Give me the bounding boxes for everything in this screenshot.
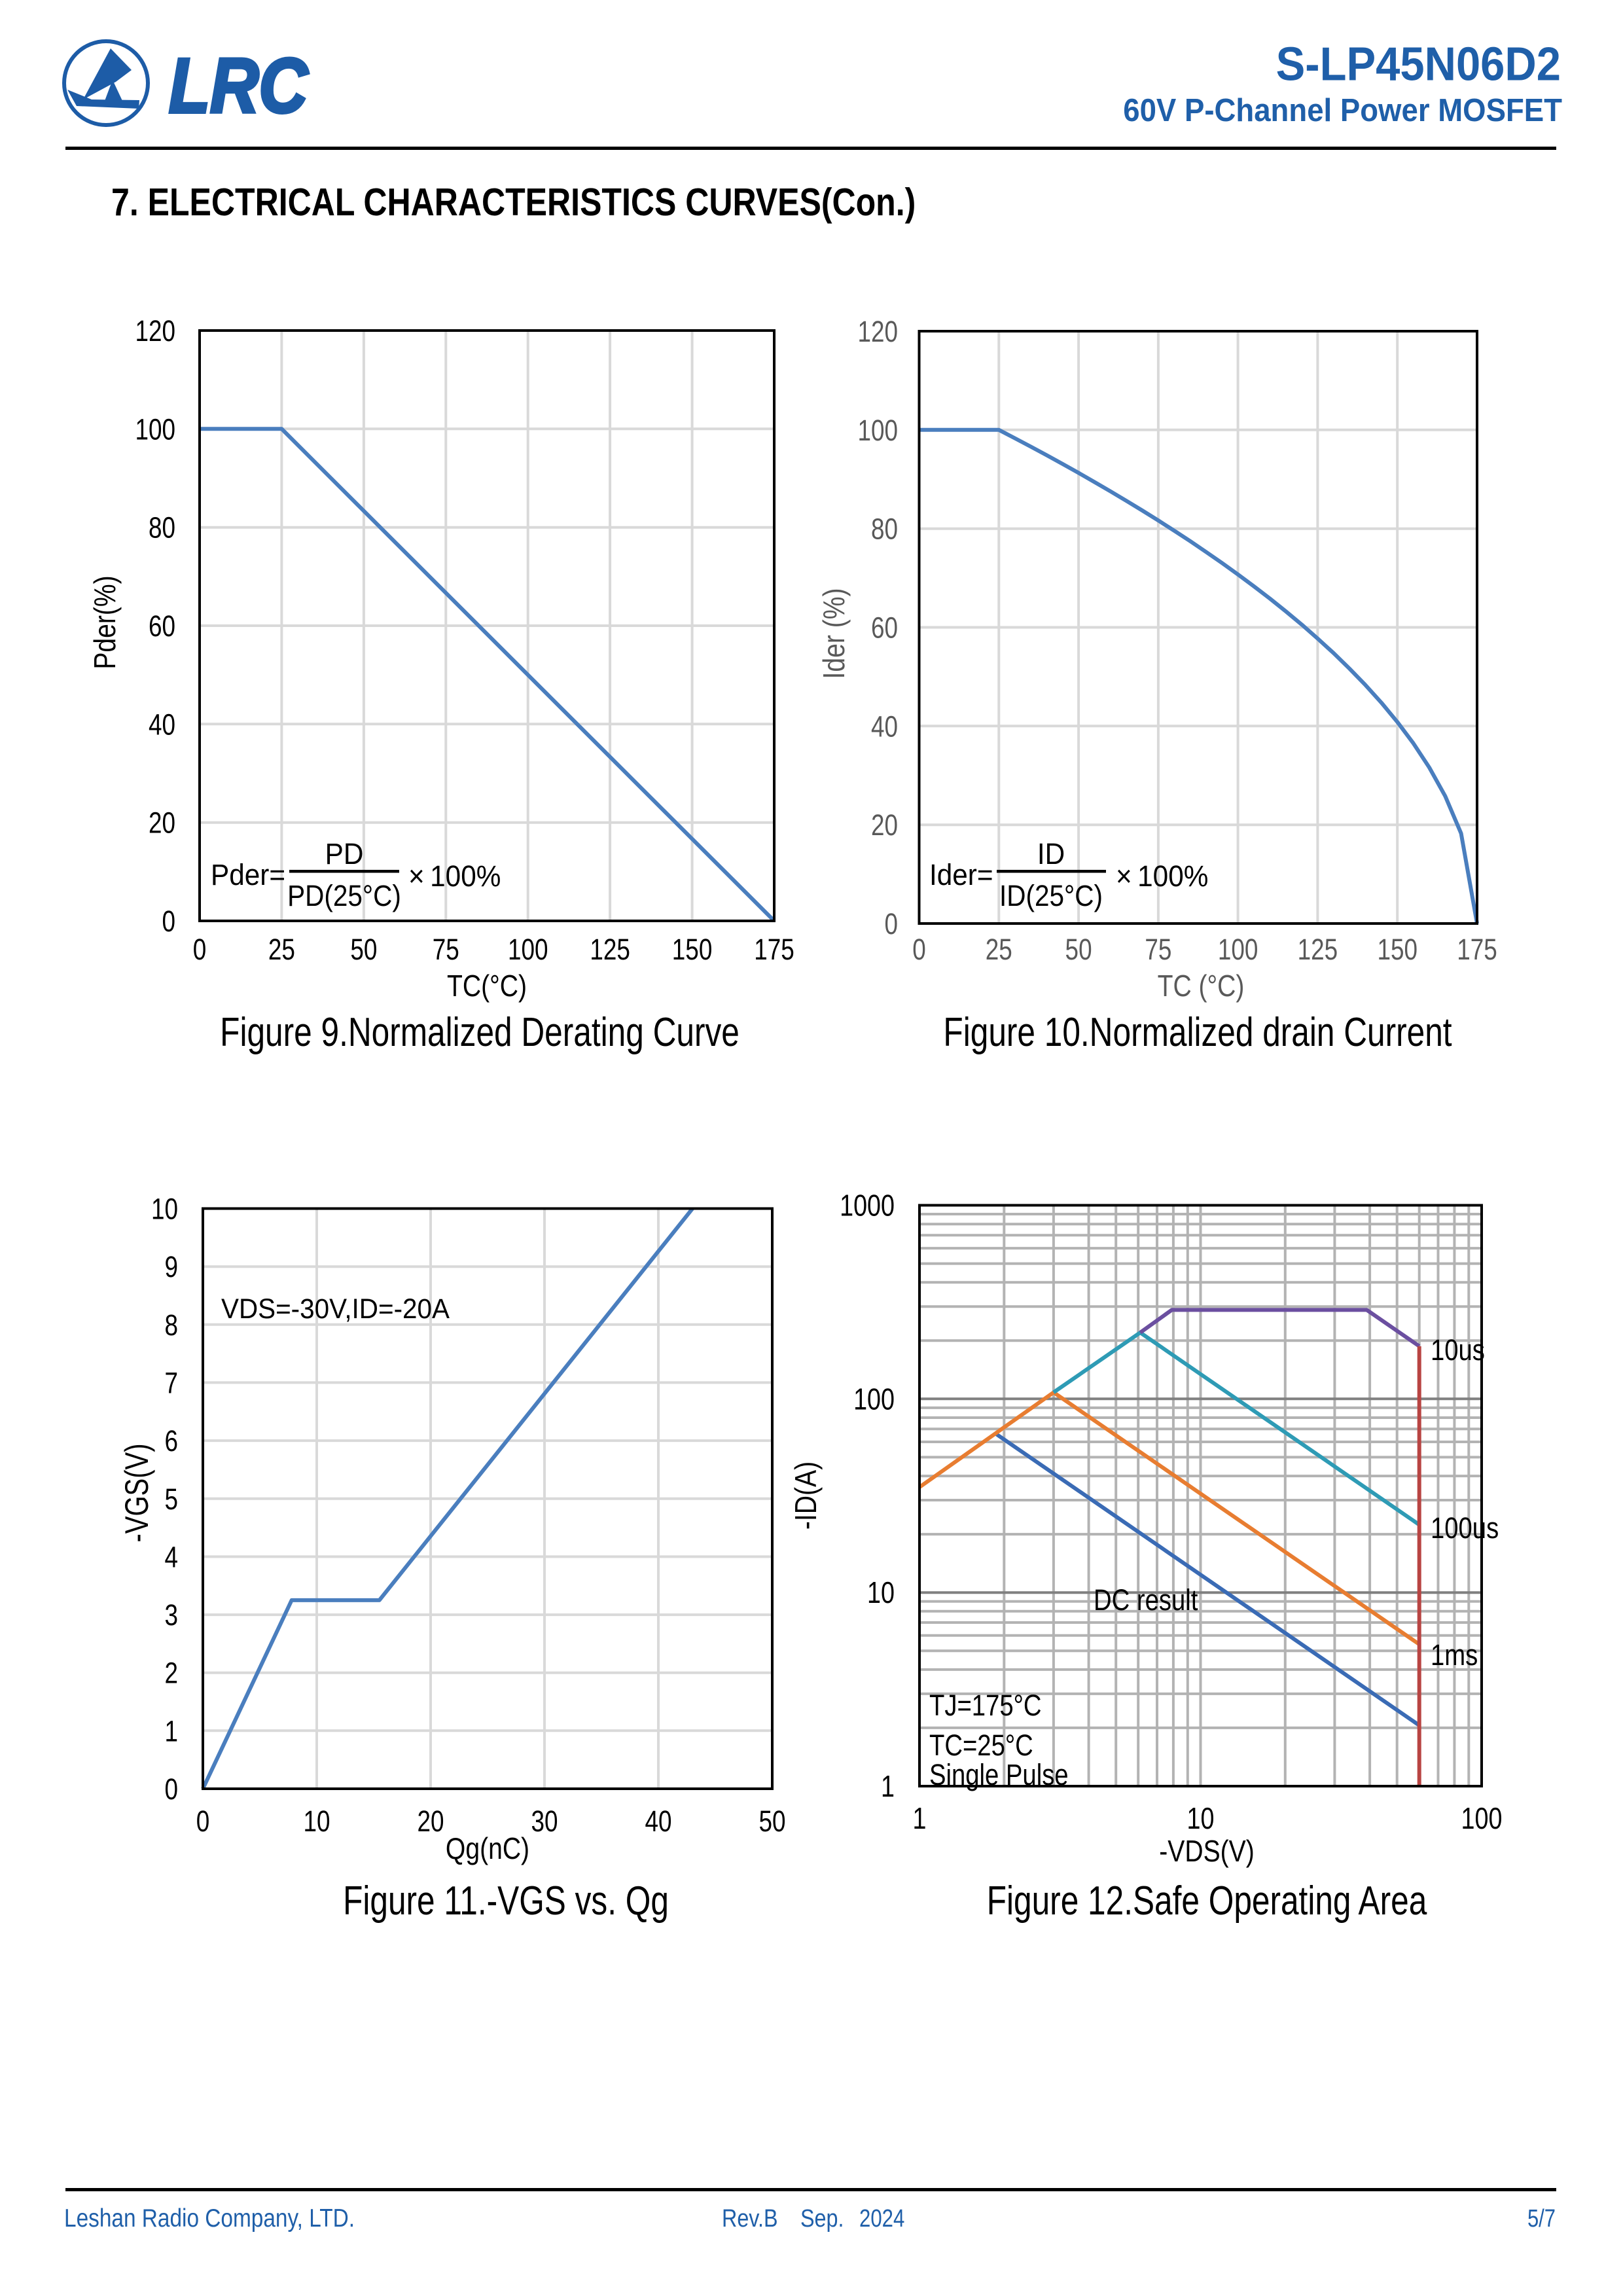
svg-text:Rev.B: Rev.B (722, 2205, 778, 2233)
svg-text:10: 10 (303, 1805, 330, 1838)
svg-text:1: 1 (881, 1769, 895, 1803)
svg-text:× 100%: × 100% (1116, 860, 1208, 893)
svg-text:ID: ID (1037, 838, 1065, 870)
svg-text:40: 40 (149, 708, 175, 741)
svg-text:100us: 100us (1431, 1511, 1499, 1545)
svg-text:120: 120 (857, 315, 898, 348)
svg-text:1ms: 1ms (1431, 1638, 1478, 1672)
svg-text:125: 125 (1298, 933, 1338, 966)
svg-text:100: 100 (857, 414, 898, 446)
svg-text:80: 80 (871, 512, 898, 545)
svg-text:7. ELECTRICAL CHARACTERISTICS: 7. ELECTRICAL CHARACTERISTICS CURVES(Con… (111, 180, 916, 224)
svg-text:DC result: DC result (1094, 1583, 1198, 1617)
svg-text:Pder(%): Pder(%) (88, 575, 122, 669)
svg-text:Qg(nC): Qg(nC) (446, 1832, 529, 1866)
svg-text:50: 50 (758, 1805, 785, 1838)
svg-text:8: 8 (164, 1308, 178, 1341)
svg-text:2: 2 (164, 1657, 178, 1689)
svg-text:5: 5 (164, 1482, 178, 1515)
svg-text:-VDS(V): -VDS(V) (1159, 1835, 1254, 1869)
svg-text:60V P-Channel Power MOSFET: 60V P-Channel Power MOSFET (1123, 93, 1562, 129)
svg-text:S-LP45N06D2: S-LP45N06D2 (1276, 37, 1561, 90)
svg-text:0: 0 (884, 908, 898, 941)
svg-text:150: 150 (1377, 933, 1418, 966)
svg-text:0: 0 (162, 905, 175, 938)
svg-text:60: 60 (871, 611, 898, 644)
svg-text:100: 100 (1461, 1801, 1503, 1835)
svg-text:Figure 11.-VGS vs. Qg: Figure 11.-VGS vs. Qg (343, 1878, 669, 1924)
svg-text:6: 6 (164, 1425, 178, 1458)
svg-text:80: 80 (149, 511, 175, 544)
svg-text:100: 100 (1218, 933, 1258, 966)
svg-text:10us: 10us (1431, 1333, 1485, 1367)
svg-text:60: 60 (149, 610, 175, 643)
svg-text:0: 0 (164, 1773, 178, 1806)
svg-text:120: 120 (135, 315, 175, 348)
svg-text:7: 7 (164, 1367, 178, 1399)
svg-text:Figure 12.Safe Operating Area: Figure 12.Safe Operating Area (987, 1878, 1427, 1924)
svg-text:1: 1 (913, 1801, 927, 1835)
svg-text:VDS=-30V,ID=-20A: VDS=-30V,ID=-20A (221, 1293, 450, 1324)
svg-text:50: 50 (350, 933, 377, 966)
svg-text:TC=25°C: TC=25°C (929, 1729, 1033, 1762)
svg-text:10: 10 (867, 1576, 895, 1609)
svg-text:Leshan Radio Company, LTD.: Leshan Radio Company, LTD. (64, 2204, 355, 2233)
svg-text:3: 3 (164, 1599, 178, 1632)
svg-text:Ider=: Ider= (929, 859, 993, 891)
svg-text:5/7: 5/7 (1527, 2205, 1556, 2233)
svg-text:Sep.: Sep. (800, 2205, 844, 2233)
svg-text:9: 9 (164, 1251, 178, 1283)
svg-text:75: 75 (1145, 933, 1171, 966)
svg-text:20: 20 (149, 806, 175, 839)
svg-text:0: 0 (912, 933, 926, 966)
svg-text:× 100%: × 100% (408, 860, 501, 893)
svg-text:100: 100 (135, 413, 175, 446)
svg-text:TC (°C): TC (°C) (1158, 969, 1245, 1003)
svg-text:25: 25 (268, 933, 295, 966)
svg-text:LRC: LRC (169, 43, 309, 130)
svg-text:0: 0 (196, 1805, 210, 1838)
svg-text:150: 150 (672, 933, 713, 966)
svg-text:Figure 10.Normalized drain Cur: Figure 10.Normalized drain Current (943, 1009, 1452, 1055)
svg-text:175: 175 (1457, 933, 1497, 966)
svg-text:Figure 9.Normalized Derating C: Figure 9.Normalized Derating Curve (220, 1009, 740, 1055)
svg-text:4: 4 (164, 1541, 178, 1573)
svg-text:PD(25°C): PD(25°C) (287, 880, 401, 912)
svg-text:1: 1 (164, 1715, 178, 1748)
svg-text:Ider (%): Ider (%) (817, 588, 851, 679)
svg-text:10: 10 (1187, 1801, 1215, 1835)
svg-text:TC(°C): TC(°C) (447, 969, 527, 1003)
svg-text:50: 50 (1065, 933, 1092, 966)
svg-text:20: 20 (417, 1805, 444, 1838)
svg-text:Pder=: Pder= (211, 859, 285, 891)
svg-text:ID(25°C): ID(25°C) (999, 880, 1103, 912)
svg-text:0: 0 (193, 933, 207, 966)
svg-text:PD: PD (325, 838, 364, 870)
svg-text:40: 40 (645, 1805, 671, 1838)
svg-text:175: 175 (754, 933, 794, 966)
svg-text:20: 20 (871, 809, 898, 842)
svg-text:-VGS(V): -VGS(V) (118, 1443, 155, 1542)
svg-text:40: 40 (871, 710, 898, 743)
svg-text:2024: 2024 (859, 2205, 904, 2233)
svg-text:75: 75 (433, 933, 459, 966)
svg-text:25: 25 (986, 933, 1012, 966)
svg-text:TJ=175°C: TJ=175°C (929, 1689, 1042, 1722)
svg-text:10: 10 (151, 1193, 178, 1225)
svg-text:125: 125 (590, 933, 630, 966)
svg-text:-ID(A): -ID(A) (789, 1462, 823, 1530)
svg-text:30: 30 (531, 1805, 558, 1838)
svg-text:100: 100 (853, 1382, 895, 1416)
svg-text:Single Pulse: Single Pulse (929, 1758, 1069, 1791)
svg-text:100: 100 (508, 933, 548, 966)
svg-text:1000: 1000 (840, 1189, 895, 1222)
